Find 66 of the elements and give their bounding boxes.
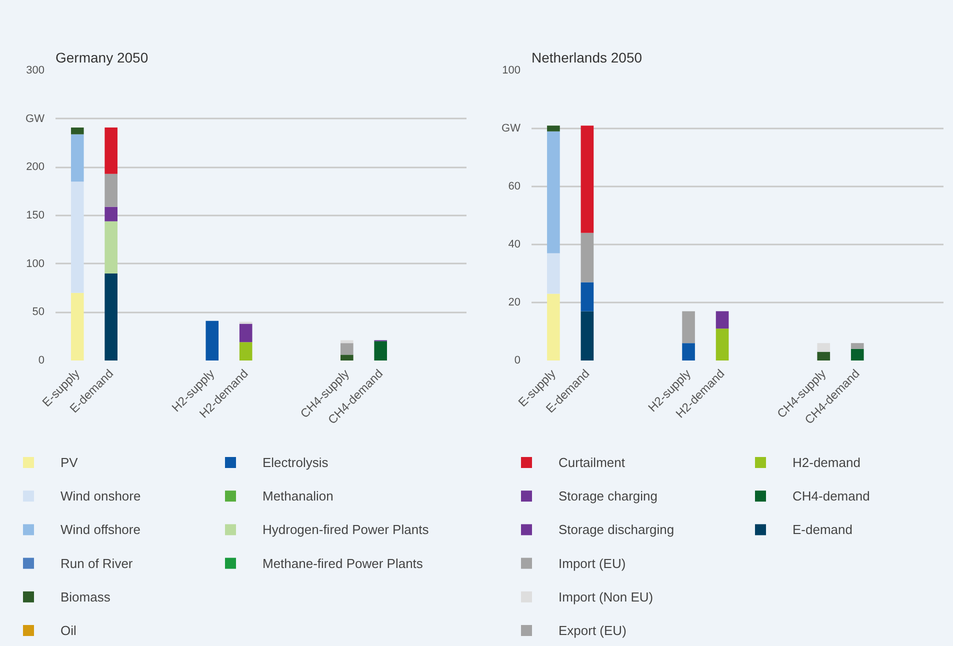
legend-label: Curtailment (558, 455, 626, 470)
legend-label: Methanalion (262, 488, 334, 504)
legend-label: Storage charging (558, 488, 658, 504)
legend-label: Export (EU) (558, 623, 626, 638)
bar (580, 311, 594, 360)
bar (104, 221, 118, 274)
bar (70, 134, 84, 182)
y-tick-label: 300 (26, 64, 45, 76)
bar (340, 343, 354, 355)
y-tick-label: 50 (32, 306, 45, 318)
bar (70, 292, 84, 360)
legend-label: PV (60, 455, 78, 470)
bar (340, 340, 354, 344)
bar (104, 128, 118, 174)
bar (580, 126, 594, 233)
legend-label: Methane-fired Power Plants (262, 556, 424, 571)
bar (817, 343, 830, 352)
bar (547, 131, 560, 254)
bar (716, 328, 729, 360)
legend-label: Wind offshore (60, 522, 140, 538)
bar (239, 324, 252, 342)
bar (682, 343, 695, 360)
y-tick-label: 0 (38, 354, 45, 366)
y-tick-label: 100 (26, 258, 45, 270)
legend-label: Oil (60, 623, 76, 638)
legend-label: Electrolysis (262, 455, 329, 470)
chart-title: Germany 2050 (56, 50, 148, 66)
y-tick-label: 0 (514, 354, 521, 366)
bar (580, 232, 594, 282)
bar (850, 348, 864, 360)
bar (374, 341, 387, 360)
bar (850, 343, 864, 349)
bar (547, 126, 560, 132)
bar (206, 320, 219, 360)
bar (340, 354, 354, 360)
y-tick-label: GW (26, 112, 46, 125)
y-tick-label: 200 (26, 161, 45, 174)
legend-label: Hydrogen-fired Power Plants (262, 522, 430, 538)
legend-label: Import (EU) (558, 556, 626, 571)
bar (104, 174, 118, 207)
y-tick-label: 60 (508, 180, 521, 192)
bar (817, 352, 830, 360)
y-tick-label: 150 (26, 210, 45, 222)
y-tick-label: 20 (508, 296, 521, 308)
bar (104, 206, 118, 222)
legend-label: H2-demand (792, 455, 860, 470)
legend-label: CH4-demand (792, 488, 870, 504)
y-tick-label: 100 (502, 64, 521, 76)
bar (70, 128, 84, 134)
bar (104, 274, 118, 360)
legend-label: Biomass (60, 589, 111, 604)
bar (547, 253, 560, 294)
bar (682, 311, 695, 344)
legend-label: Storage discharging (558, 522, 674, 538)
chart-title: Netherlands 2050 (532, 50, 642, 66)
bar (239, 342, 252, 360)
legend-label: E-demand (792, 522, 852, 538)
bar (70, 182, 84, 293)
legend-label: Run of River (60, 556, 134, 571)
legend-label: Wind onshore (60, 488, 141, 504)
y-tick-label: 40 (508, 238, 521, 250)
legend-label: Import (Non EU) (558, 589, 654, 604)
y-tick-label: GW (502, 122, 522, 134)
bar (547, 294, 560, 360)
bar (716, 311, 729, 329)
bar (580, 282, 594, 312)
